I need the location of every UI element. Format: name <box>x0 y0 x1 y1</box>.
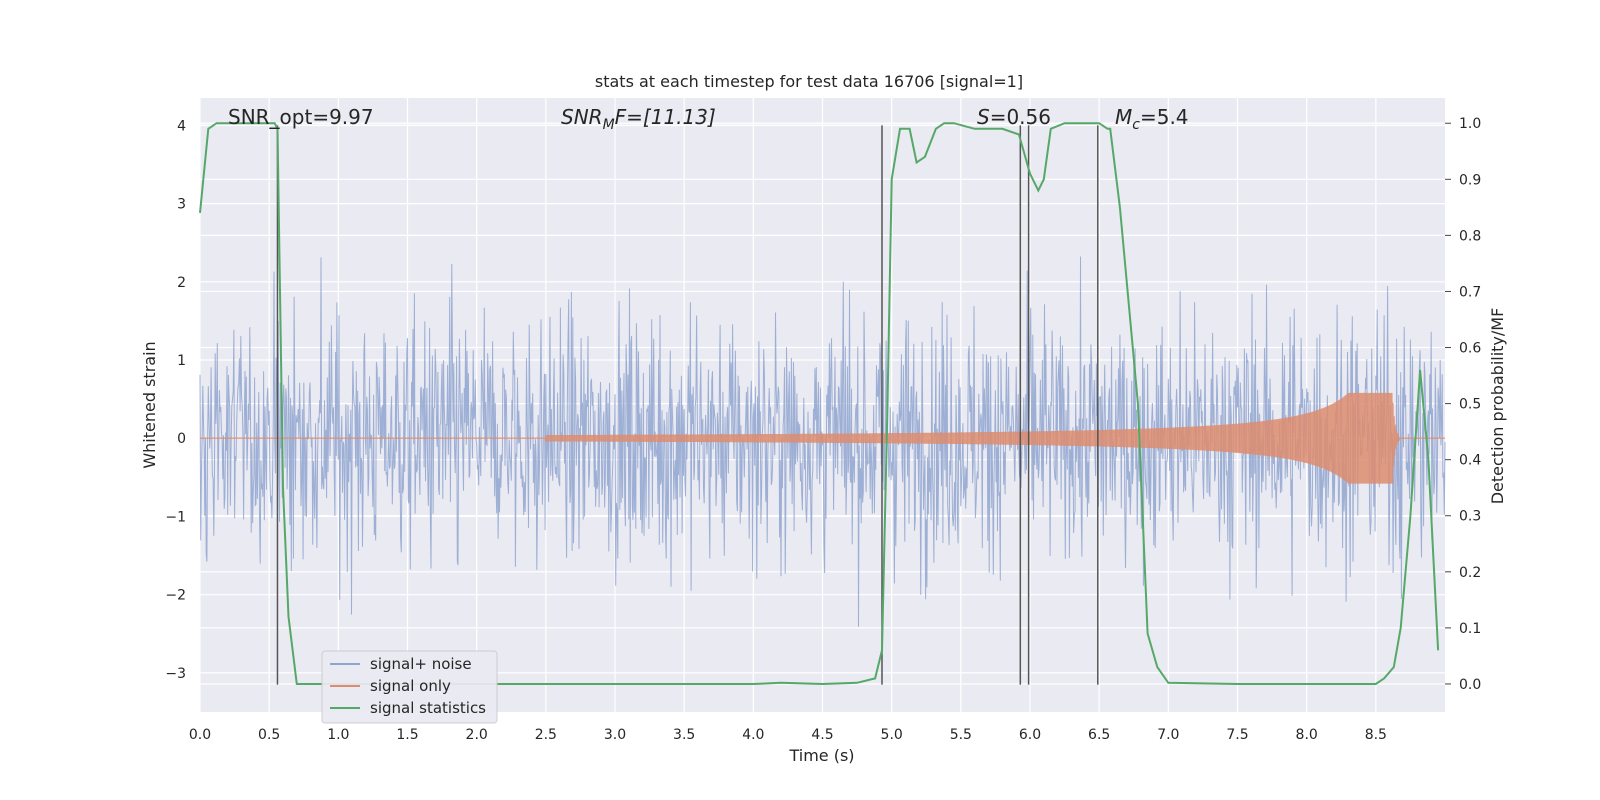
x-tick-label: 2.0 <box>466 727 488 743</box>
x-tick-label: 3.0 <box>604 727 626 743</box>
signal-noise-series <box>199 256 1446 627</box>
legend-label-statistics: signal statistics <box>370 699 486 717</box>
y-tick-label-right: 0.6 <box>1459 341 1481 357</box>
legend-label-noise: signal+ noise <box>370 655 472 673</box>
y-tick-label-right: 0.4 <box>1459 453 1481 469</box>
y-tick-label-left: 3 <box>177 197 186 213</box>
x-tick-label: 0.5 <box>258 727 280 743</box>
x-tick-label: 6.5 <box>1088 727 1110 743</box>
y-tick-label-right: 0.2 <box>1459 565 1481 581</box>
x-tick-label: 4.0 <box>742 727 764 743</box>
legend-box <box>321 650 498 724</box>
y-tick-label-left: −2 <box>165 588 186 604</box>
annotation-mc-symbol: M <box>1115 105 1132 129</box>
x-axis-ticks: 0.0 0.5 1.0 1.5 2.0 2.5 3.0 3.5 4.0 4.5 5.0 5.5 6.0 6… <box>189 727 1387 743</box>
x-axis-label: Time (s) <box>788 746 854 765</box>
noise-trace <box>199 256 1446 627</box>
x-tick-label: 3.5 <box>673 727 695 743</box>
y-tick-label-left: 4 <box>177 118 186 134</box>
annotation-s-symbol: S <box>977 105 990 129</box>
y-tick-label-left: 1 <box>177 353 186 369</box>
annotation-s-rest: =0.56 <box>990 105 1051 129</box>
y-tick-label-right: 0.0 <box>1459 677 1481 693</box>
signal-only-series <box>200 392 1445 484</box>
annotation-snr-opt: SNR_opt=9.97 <box>228 105 374 129</box>
y-tick-label-left: 0 <box>177 431 186 447</box>
y-tick-label-right: 0.3 <box>1459 509 1481 525</box>
annotation-mc-sub: c <box>1132 117 1140 133</box>
x-tick-label: 7.5 <box>1226 727 1248 743</box>
y-tick-label-right: 0.1 <box>1459 621 1481 637</box>
y-axis-right-label: Detection probability/MF <box>1488 308 1507 505</box>
annotation-snr-mf-sub: M <box>603 117 615 133</box>
y-axis-left-ticks: −3 −2 −1 0 1 2 3 4 <box>165 118 186 682</box>
legend: signal+ noise signal only signal statist… <box>321 650 498 724</box>
x-tick-label: 5.5 <box>950 727 972 743</box>
y-tick-label-right: 1.0 <box>1459 116 1481 132</box>
x-tick-label: 4.5 <box>811 727 833 743</box>
y-tick-label-left: −1 <box>165 509 186 525</box>
x-tick-label: 0.0 <box>189 727 211 743</box>
y-tick-label-left: −3 <box>165 666 186 682</box>
x-tick-label: 8.5 <box>1365 727 1387 743</box>
legend-label-signal: signal only <box>370 677 451 695</box>
x-tick-label: 7.0 <box>1157 727 1179 743</box>
y-axis-right-ticks: 0.0 0.1 0.2 0.3 0.4 0.5 0.6 0.7 0.8 0.9 1.0 <box>1445 116 1481 693</box>
x-tick-label: 1.0 <box>327 727 349 743</box>
signal-trace <box>200 392 1445 484</box>
y-tick-label-right: 0.7 <box>1459 284 1481 300</box>
y-tick-label-right: 0.8 <box>1459 228 1481 244</box>
chart-title: stats at each timestep for test data 167… <box>595 72 1023 91</box>
x-tick-label: 6.0 <box>1019 727 1041 743</box>
x-tick-label: 1.5 <box>396 727 418 743</box>
annotation-snr-mf: SNRMF=[11.13] <box>561 105 716 133</box>
vertical-markers <box>276 125 1099 685</box>
annotation-snr-mf-symbol: SNR <box>561 105 603 129</box>
y-tick-label-left: 2 <box>177 275 186 291</box>
y-tick-label-right: 0.5 <box>1459 397 1481 413</box>
x-tick-label: 5.0 <box>881 727 903 743</box>
x-tick-label: 2.5 <box>535 727 557 743</box>
annotation-snr-mf-rest: F=[11.13] <box>615 105 716 129</box>
annotation-mc-rest: =5.4 <box>1140 105 1189 129</box>
x-tick-label: 8.0 <box>1296 727 1318 743</box>
annotation-s: S=0.56 <box>977 105 1051 129</box>
y-tick-label-right: 0.9 <box>1459 172 1481 188</box>
y-axis-left-label: Whitened strain <box>140 341 159 468</box>
annotation-mc: Mc=5.4 <box>1115 105 1189 133</box>
